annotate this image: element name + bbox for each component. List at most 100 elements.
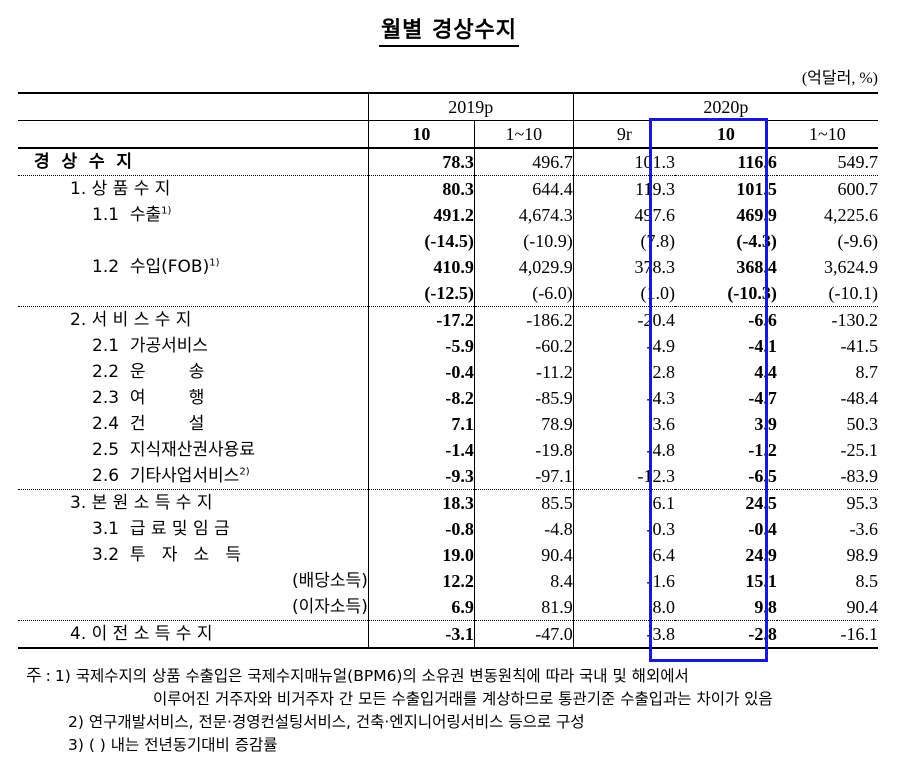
cell-value: 119.3 — [572, 175, 675, 202]
cell-value: 644.4 — [473, 175, 574, 202]
cell-value: 50.3 — [846, 414, 879, 434]
cell-value: 3,624.9 — [824, 257, 878, 277]
cell-value: 2.8 — [572, 359, 675, 385]
cell-value: -0.8 — [367, 516, 475, 542]
cell-value: -47.0 — [473, 620, 574, 649]
cell-value: 81.9 — [473, 594, 574, 621]
cell-value: -4.1 — [748, 336, 777, 356]
cell-value: -17.2 — [367, 306, 475, 333]
cell-value: -8.2 — [367, 385, 475, 411]
footnote-1-cont: 이루어진 거주자와 비거주자 간 모든 수출입거래를 계상하므로 통관기준 수출… — [153, 690, 773, 708]
row-label: 2.6 기타사업서비스2) — [18, 463, 369, 490]
page-title: 월별 경상수지 — [0, 12, 898, 47]
header-year-row: 2019p 2020p — [18, 92, 878, 121]
cell-value: 12.2 — [367, 568, 475, 594]
cell-value: 4,225.6 — [824, 205, 878, 225]
cell-value: (-10.1) — [776, 280, 878, 307]
header-period: 1~10 — [473, 120, 574, 149]
table-row: 2. 서 비 스 수 지 -17.2 -186.2 -20.4 -6.6 -130.2 — [18, 306, 879, 333]
cell-value: 8.7 — [855, 362, 879, 382]
cell-value: -41.5 — [840, 336, 879, 356]
cell-value: -186.2 — [473, 306, 574, 333]
cell-value: (-6.0) — [473, 280, 574, 307]
footnote-2: 2) 연구개발서비스, 전문·경영컨설팅서비스, 건축·엔지니어링서비스 등으로… — [68, 713, 585, 731]
cell-value: 78.9 — [473, 411, 574, 437]
cell-value: -19.8 — [473, 437, 574, 463]
unit-label: (억달러, %) — [801, 70, 878, 87]
cell-value: 410.9 — [367, 254, 475, 280]
cell-value: -4.3 — [572, 385, 675, 411]
cell-value: 90.4 — [776, 594, 878, 621]
cell-value: -9.3 — [367, 463, 475, 490]
cell-value: (1.0) — [572, 280, 675, 307]
footnote-ref: 1) — [161, 205, 172, 217]
table-row: 3. 본 원 소 득 수 지 18.3 85.5 6.1 24.5 95.3 — [18, 489, 879, 516]
cell-value: 8.4 — [473, 568, 574, 594]
cell-value: 101.3 — [572, 148, 675, 176]
row-label: 1.2 수입(FOB)1) — [92, 257, 220, 277]
title-text: 월별 경상수지 — [378, 18, 520, 47]
row-label — [18, 280, 369, 307]
cell-value: 4,029.9 — [473, 254, 574, 280]
table-row: (이자소득) 6.9 81.9 8.0 9.8 90.4 — [18, 594, 878, 621]
cell-value: 6.4 — [572, 542, 675, 568]
footnotes: 주 : 1) 국제수지의 상품 수출입은 국제수지매뉴얼(BPM6)의 소유권 … — [26, 664, 773, 757]
cell-value: -6.5 — [675, 463, 777, 490]
footnote-3: 3) ( ) 내는 전년동기대비 증감률 — [68, 736, 278, 754]
cell-value: -48.4 — [840, 388, 879, 408]
cell-value: 9.8 — [675, 594, 777, 621]
row-label: 2.3 여 행 — [92, 388, 205, 408]
table-row: (-14.5) (-10.9) (7.8) (-4.3) (-9.6) — [18, 228, 878, 254]
cell-value: 90.4 — [473, 542, 574, 568]
cell-value: (-10.3) — [675, 280, 777, 307]
table-row: 4. 이 전 소 득 수 지 -3.1 -47.0 -3.8 -2.8 -16.1 — [18, 620, 878, 649]
cell-value: -12.3 — [572, 463, 675, 490]
cell-value: -130.2 — [831, 310, 879, 330]
table-row: 1.1 수출1) 491.2 4,674.3 497.6 469.9 4,225.6 — [18, 202, 878, 228]
cell-value: 15.1 — [745, 571, 777, 591]
cell-value: (-14.5) — [367, 228, 475, 254]
cell-value: 6.1 — [572, 489, 675, 516]
row-label: 2.4 건 설 — [92, 414, 205, 434]
row-label: 1.1 수출1) — [92, 205, 172, 225]
cell-value: 469.9 — [736, 205, 777, 225]
cell-value: 3.6 — [572, 411, 675, 437]
cell-value: -25.1 — [840, 440, 879, 460]
table-row: 2.4 건 설 7.1 78.9 3.6 3.9 50.3 — [18, 411, 878, 437]
cell-value: -4.8 — [572, 437, 675, 463]
header-year-2020: 2020p — [572, 92, 878, 121]
table-row: 3.2 투 자 소 득 19.0 90.4 6.4 24.9 98.9 — [18, 542, 878, 568]
header-blank — [18, 92, 369, 121]
header-blank — [18, 120, 369, 149]
row-label: 3.2 투 자 소 득 — [92, 545, 242, 565]
cell-value: -97.1 — [473, 463, 574, 490]
table-row: 경 상 수 지 78.3 496.7 101.3 116.6 549.7 — [18, 148, 878, 176]
cell-value: 80.3 — [367, 175, 475, 202]
header-period: 10 — [367, 120, 475, 149]
row-label: 2.1 가공서비스 — [92, 336, 209, 356]
cell-value: -0.3 — [572, 516, 675, 542]
cell-value: -83.9 — [776, 463, 878, 490]
header-period: 1~10 — [776, 120, 878, 149]
cell-value: -0.4 — [367, 359, 475, 385]
row-label: 2.2 운 송 — [92, 362, 205, 382]
cell-value: 85.5 — [473, 489, 574, 516]
cell-value: 496.7 — [473, 148, 574, 176]
cell-value: 98.9 — [846, 545, 879, 565]
cell-value: (7.8) — [572, 228, 675, 254]
cell-value: 24.9 — [745, 545, 777, 565]
cell-value: 4.4 — [754, 362, 777, 382]
cell-value: 95.3 — [846, 493, 879, 513]
table-row: 3.1 급 료 및 임 금 -0.8 -4.8 -0.3 -0.4 -3.6 — [18, 516, 878, 542]
table-row: 2.6 기타사업서비스2) -9.3 -97.1 -12.3 -6.5 -83.9 — [18, 463, 878, 490]
cell-value: -60.2 — [473, 333, 574, 359]
cell-value: 6.9 — [367, 594, 475, 621]
header-period-row: 10 1~10 9r 10 1~10 — [18, 120, 878, 149]
cell-value: (-10.9) — [473, 228, 574, 254]
table-row: (-12.5) (-6.0) (1.0) (-10.3) (-10.1) — [18, 280, 878, 307]
cell-value: -20.4 — [572, 306, 675, 333]
cell-value: -5.9 — [367, 333, 475, 359]
row-label: 3. 본 원 소 득 수 지 — [70, 493, 213, 513]
cell-value: (-12.5) — [367, 280, 475, 307]
table-row: (배당소득) 12.2 8.4 -1.6 15.1 8.5 — [18, 568, 878, 594]
